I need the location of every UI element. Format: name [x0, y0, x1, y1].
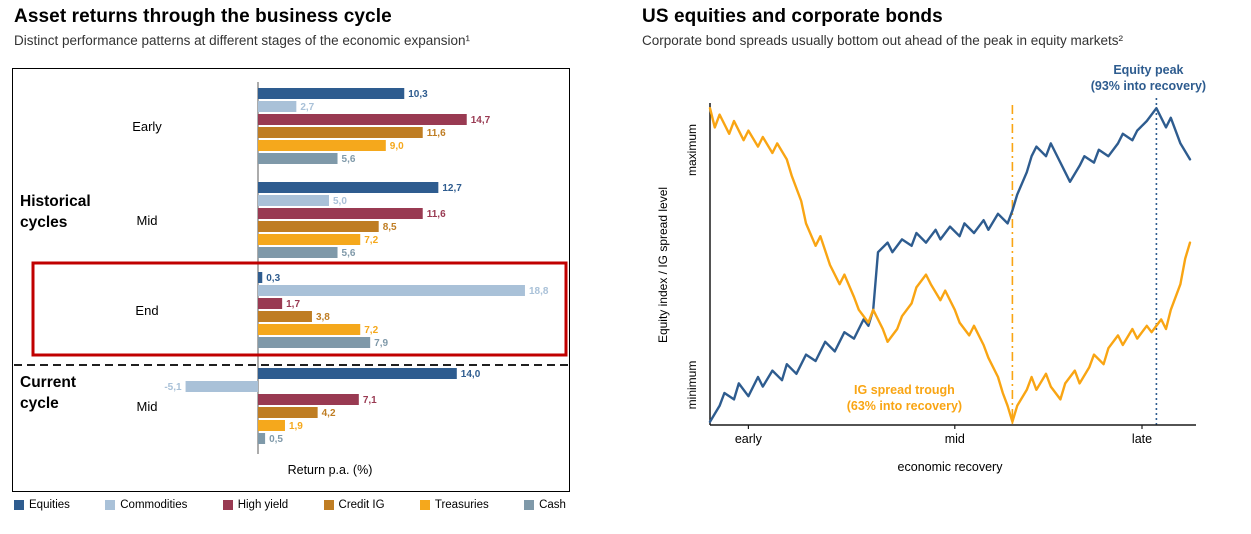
section-label: Historical — [20, 193, 91, 210]
bar-commodities — [185, 381, 258, 392]
equities-bonds-line-chart: early mid late economic recovery Equity inde… — [656, 63, 1206, 474]
bar-credit-ig — [258, 407, 318, 418]
bar-cash — [258, 247, 338, 258]
group-label: Mid — [137, 213, 158, 228]
legend-item-high-yield: High yield — [222, 499, 289, 511]
line-xaxis-label: economic recovery — [898, 460, 1004, 474]
bar-equities — [258, 182, 439, 193]
legend-item-credit-ig: Credit IG — [323, 499, 385, 511]
x-tick-label: late — [1132, 432, 1152, 446]
bar-value-label: 11,6 — [427, 128, 446, 139]
bar-value-label: 14,0 — [461, 369, 481, 380]
legend-label: Commodities — [120, 499, 188, 511]
bar-xaxis-label: Return p.a. (%) — [288, 463, 373, 477]
bar-credit-ig — [258, 221, 379, 232]
asset-returns-panel: Asset returns through the business cycle… — [0, 0, 620, 534]
section-label: Current — [20, 374, 76, 391]
series-line-us-equities-s-p-500 — [708, 107, 1192, 423]
annotation-text: IG spread trough — [854, 383, 955, 397]
annotation-text: (63% into recovery) — [847, 399, 962, 413]
right-chart-subtitle: Corporate bond spreads usually bottom ou… — [642, 33, 1124, 48]
bar-value-label: 7,2 — [364, 235, 378, 246]
bar-equities — [258, 368, 457, 379]
annotation-text: (93% into recovery) — [1091, 79, 1206, 93]
bar-high-yield — [258, 114, 467, 125]
bar-value-label: 10,3 — [408, 89, 428, 100]
x-tick-label: mid — [945, 432, 965, 446]
bar-value-label: 7,9 — [374, 338, 388, 349]
bar-value-label: 14,7 — [471, 115, 491, 126]
legend-item-cash: Cash — [524, 499, 566, 511]
x-tick-label: early — [735, 432, 763, 446]
bar-value-label: 1,7 — [286, 299, 300, 310]
legend-label: Treasuries — [434, 499, 489, 511]
legend-label: Equities — [29, 499, 70, 511]
bar-value-label: 5,0 — [333, 196, 347, 207]
bar-commodities — [258, 195, 329, 206]
legend-item-treasuries: Treasuries — [419, 499, 489, 511]
bar-commodities — [258, 101, 297, 112]
y-max-label: maximum — [685, 124, 699, 176]
bar-value-label: 5,6 — [342, 248, 356, 259]
legend-label: High yield — [237, 499, 289, 511]
bar-value-label: 4,2 — [322, 408, 336, 419]
group-label: End — [135, 303, 158, 318]
series-line-us-ig-corporate-bond-spreads-rs — [708, 107, 1192, 423]
y-axis-label: Equity index / IG spread level — [656, 187, 670, 343]
bar-value-label: 11,6 — [427, 209, 446, 220]
right-chart-title: US equities and corporate bonds — [642, 6, 943, 27]
legend-swatch — [105, 500, 116, 510]
bar-high-yield — [258, 208, 423, 219]
legend-swatch — [222, 500, 233, 510]
bar-treasuries — [258, 234, 361, 245]
bar-value-label: 3,8 — [316, 312, 330, 323]
bar-credit-ig — [258, 127, 423, 138]
legend-swatch — [323, 500, 334, 510]
bar-value-label: 0,5 — [269, 434, 283, 445]
asset-returns-bar-chart: 10,3 12,7 0,3 14,0 2,7 5,0 18,8 -5,1 14,7 11,6 1,7… — [12, 68, 570, 492]
bar-value-label: 1,9 — [289, 421, 303, 432]
legend-swatch — [14, 500, 24, 510]
bar-treasuries — [258, 324, 361, 335]
section-label: cycle — [20, 395, 59, 412]
bar-value-label: 5,6 — [342, 154, 356, 165]
left-chart-title: Asset returns through the business cycle — [14, 6, 392, 27]
bar-value-label: 7,1 — [363, 395, 377, 406]
legend-item-commodities: Commodities — [105, 499, 187, 511]
legend-item-equities: Equities — [14, 499, 70, 511]
legend-swatch — [419, 500, 430, 510]
bar-treasuries — [258, 420, 285, 431]
section-label: cycles — [20, 214, 67, 231]
equities-bonds-panel: US equities and corporate bonds Corporat… — [620, 0, 1251, 534]
bar-value-label: 9,0 — [390, 141, 404, 152]
annotation-text: Equity peak — [1113, 63, 1183, 77]
bar-high-yield — [258, 394, 359, 405]
bar-equities — [258, 272, 263, 283]
y-min-label: minimum — [685, 361, 699, 410]
bar-cash — [258, 153, 338, 164]
highlight-box — [31, 261, 568, 357]
bar-value-label: 2,7 — [300, 102, 314, 113]
chart-frame — [12, 68, 570, 492]
bar-value-label: 18,8 — [529, 286, 549, 297]
group-label: Mid — [137, 399, 158, 414]
bar-chart-legend: Equities Commodities High yield Credit IG Tr… — [14, 499, 566, 511]
bar-high-yield — [258, 298, 283, 309]
bar-value-label: -5,1 — [164, 382, 182, 393]
legend-swatch — [524, 500, 535, 510]
bar-treasuries — [258, 140, 386, 151]
bar-cash — [258, 337, 371, 348]
bar-cash — [258, 433, 266, 444]
bar-equities — [258, 88, 405, 99]
bar-value-label: 12,7 — [442, 183, 462, 194]
bar-value-label: 7,2 — [364, 325, 378, 336]
group-label: Early — [132, 119, 162, 134]
bar-credit-ig — [258, 311, 312, 322]
legend-label: Cash — [539, 499, 566, 511]
bar-value-label: 8,5 — [383, 222, 397, 233]
legend-label: Credit IG — [338, 499, 385, 511]
left-chart-subtitle: Distinct performance patterns at differe… — [14, 33, 470, 48]
bar-value-label: 0,3 — [266, 273, 280, 284]
bar-commodities — [258, 285, 525, 296]
